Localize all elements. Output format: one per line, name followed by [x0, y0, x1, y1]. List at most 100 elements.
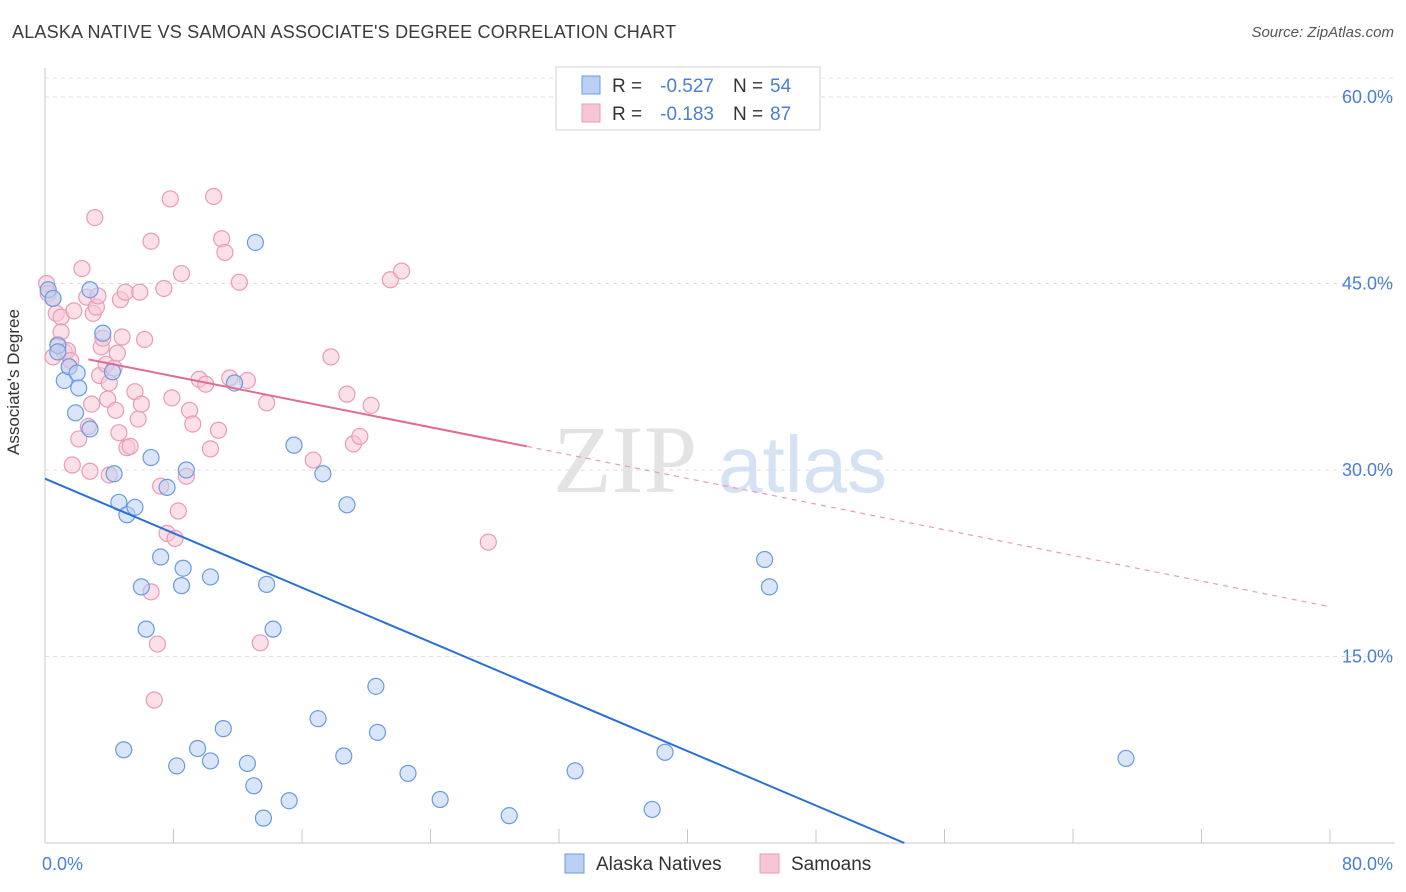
data-point [656, 743, 674, 761]
data-point [251, 634, 269, 652]
legend-r-value: -0.183 [660, 104, 714, 125]
legend-swatch [581, 75, 601, 95]
samoans-trend-extension [526, 445, 1331, 608]
data-point [338, 385, 356, 403]
y-tick-label: 30.0% [1342, 460, 1393, 480]
data-point [201, 440, 220, 458]
data-point [362, 396, 380, 414]
legend-samoans-swatch [759, 853, 780, 874]
data-point [44, 289, 62, 308]
data-point [309, 710, 327, 728]
legend-alaska-natives-swatch [564, 853, 585, 874]
data-point [73, 259, 91, 278]
data-point [108, 344, 126, 362]
y-tick-label: 60.0% [1342, 87, 1393, 107]
data-point [201, 752, 220, 770]
data-point [68, 364, 86, 382]
data-point [172, 577, 191, 595]
data-point [107, 401, 125, 419]
data-point [110, 424, 128, 442]
data-point [126, 498, 144, 516]
series-legend: Alaska Natives Samoans [564, 853, 871, 875]
legend-r-label: R = [612, 76, 642, 97]
data-point [381, 271, 399, 289]
data-point [166, 529, 184, 547]
data-point [1117, 749, 1135, 768]
data-point [201, 568, 220, 586]
data-point [280, 792, 298, 810]
data-point [174, 559, 192, 577]
data-point [238, 754, 256, 773]
chart-source: Source: ZipAtlas.com [1251, 24, 1394, 41]
data-point [214, 720, 232, 738]
y-tick-label: 45.0% [1342, 274, 1393, 294]
data-point [205, 187, 223, 206]
tick-labels: 15.0% 30.0% 45.0% 60.0% 0.0% 80.0% [42, 87, 1393, 874]
data-point [368, 723, 387, 741]
data-point [322, 348, 340, 366]
data-point [367, 677, 385, 695]
legend-n-label: N = [733, 104, 763, 125]
legend-alaska-natives-label: Alaska Natives [596, 854, 722, 875]
legend-samoans-label: Samoans [791, 854, 871, 875]
data-point [258, 394, 276, 412]
data-point [216, 243, 234, 262]
data-point [258, 575, 276, 593]
legend-n-label: N = [733, 76, 763, 97]
stats-legend: R = -0.527 N = 54 R = -0.183 N = 87 [555, 66, 821, 131]
data-point [245, 777, 263, 795]
data-point [131, 283, 149, 301]
data-point [142, 448, 160, 467]
watermark: ZIP atlas [553, 406, 887, 513]
watermark-zip: ZIP [553, 406, 697, 513]
data-point [479, 533, 497, 551]
data-point [132, 395, 150, 413]
data-point [188, 739, 207, 758]
data-point [246, 233, 265, 252]
data-point [184, 415, 202, 433]
data-point [70, 379, 88, 397]
data-point [63, 456, 81, 474]
watermark-atlas: atlas [718, 420, 887, 509]
x-tick-label-max: 80.0% [1342, 854, 1393, 874]
alaska-natives-points [39, 233, 1135, 827]
data-point [169, 502, 187, 520]
data-point [49, 343, 67, 361]
legend-r-label: R = [612, 104, 642, 125]
x-tick-label-min: 0.0% [42, 854, 83, 874]
data-point [264, 620, 282, 638]
data-point [643, 800, 661, 819]
data-point [304, 451, 322, 469]
data-point [172, 264, 191, 283]
data-point [105, 465, 123, 483]
data-point [113, 328, 131, 346]
data-point [338, 496, 356, 514]
data-point [145, 691, 163, 709]
data-point [335, 747, 353, 765]
data-point [351, 427, 369, 446]
data-point [81, 281, 99, 299]
y-tick-label: 15.0% [1342, 647, 1393, 667]
legend-n-value: 54 [770, 76, 792, 97]
data-point [399, 764, 417, 782]
data-point [163, 389, 181, 407]
data-point [566, 762, 584, 780]
data-point [755, 550, 774, 569]
data-point [161, 190, 179, 208]
data-point [116, 283, 134, 301]
data-point [86, 209, 104, 227]
legend-r-value: -0.527 [660, 76, 714, 97]
data-point [230, 273, 248, 291]
data-point [285, 436, 303, 454]
trend-lines [44, 358, 1331, 844]
data-point [94, 324, 112, 342]
data-point [82, 395, 101, 413]
data-point [314, 465, 332, 483]
gridlines [45, 77, 1395, 657]
data-point [132, 578, 150, 596]
data-point [431, 790, 449, 809]
data-point [152, 548, 170, 566]
data-point [135, 330, 154, 349]
data-point [168, 757, 186, 775]
data-point [129, 410, 147, 428]
